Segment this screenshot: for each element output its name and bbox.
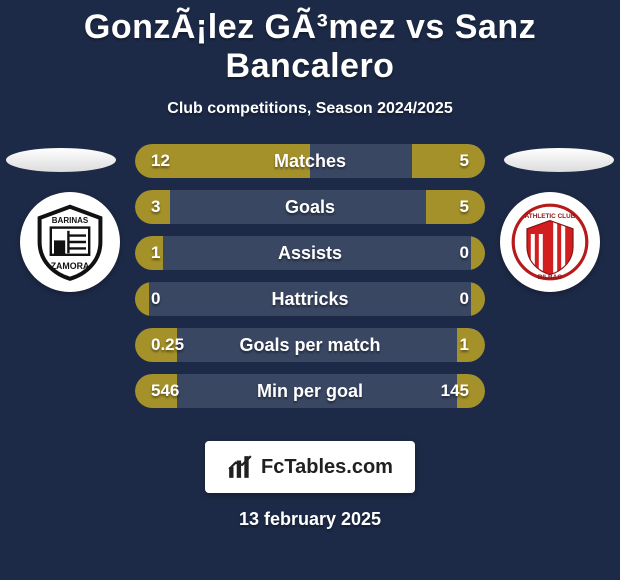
barchart-icon: [227, 454, 253, 480]
site-label: FcTables.com: [261, 456, 393, 479]
stat-fill-left: [135, 190, 170, 224]
site-badge[interactable]: FcTables.com: [205, 441, 415, 493]
stat-label: Min per goal: [135, 374, 485, 408]
stat-row: 0.251Goals per match: [135, 328, 485, 362]
comparison-date: 13 february 2025: [0, 509, 620, 530]
stat-bars: 125Matches35Goals10Assists00Hattricks0.2…: [135, 144, 485, 420]
stat-row: 0 0Hattricks: [135, 282, 485, 316]
stat-label: Hattricks: [135, 282, 485, 316]
svg-text:BILBAO: BILBAO: [538, 274, 563, 281]
stat-value-right: 0: [460, 236, 469, 270]
stat-fill-right: [426, 190, 486, 224]
stat-fill-left: [135, 236, 163, 270]
club-badge-right: ATHLETIC CLUB BILBAO: [500, 192, 600, 292]
stat-row: 546145Min per goal: [135, 374, 485, 408]
club-badge-left: BARINAS ZAMORA: [20, 192, 120, 292]
stat-fill-right: [471, 236, 485, 270]
stat-fill-right: [457, 328, 485, 362]
stats-stage: BARINAS ZAMORA ATHLETIC CLUB: [0, 148, 620, 433]
stat-label: Goals per match: [135, 328, 485, 362]
stat-row: 35Goals: [135, 190, 485, 224]
stat-fill-right: [457, 374, 485, 408]
stat-fill-left: [135, 374, 177, 408]
stat-label: Assists: [135, 236, 485, 270]
stat-value-left: 0: [151, 282, 160, 316]
stat-fill-right: [471, 282, 485, 316]
page-subtitle: Club competitions, Season 2024/2025: [0, 100, 620, 118]
stat-fill-left: [135, 282, 149, 316]
shield-icon: BARINAS ZAMORA: [30, 202, 110, 282]
svg-text:ATHLETIC CLUB: ATHLETIC CLUB: [525, 213, 576, 220]
player-silhouette-right: [504, 148, 614, 172]
player-silhouette-left: [6, 148, 116, 172]
stat-fill-right: [412, 144, 486, 178]
stat-fill-left: [135, 328, 177, 362]
svg-text:BARINAS: BARINAS: [52, 216, 89, 225]
stat-fill-left: [135, 144, 310, 178]
page-title: GonzÃ¡lez GÃ³mez vs Sanz Bancalero: [0, 0, 620, 86]
stat-value-right: 0: [460, 282, 469, 316]
stat-row: 125Matches: [135, 144, 485, 178]
svg-text:ZAMORA: ZAMORA: [51, 261, 90, 271]
comparison-card: GonzÃ¡lez GÃ³mez vs Sanz Bancalero Club …: [0, 0, 620, 580]
stat-row: 10Assists: [135, 236, 485, 270]
shield-icon: ATHLETIC CLUB BILBAO: [510, 202, 590, 282]
